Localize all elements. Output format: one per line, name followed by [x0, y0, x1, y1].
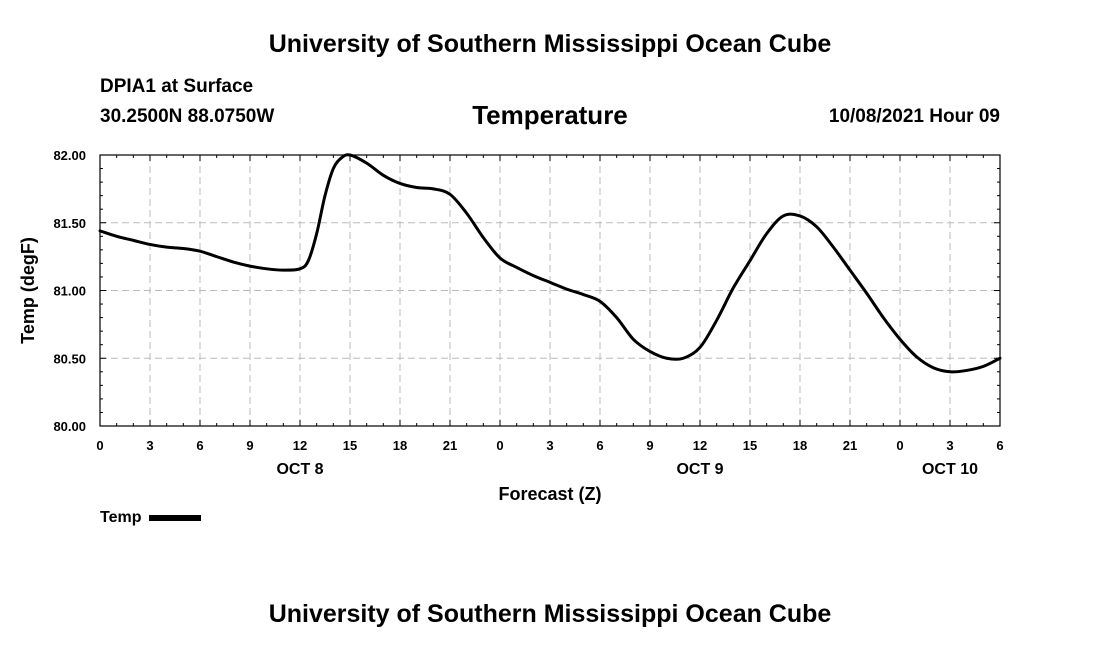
series-line-temp	[98, 153, 1002, 374]
site-title-bottom: University of Southern Mississippi Ocean…	[268, 600, 832, 628]
legend: Temp	[100, 509, 202, 527]
date-label-2: OCT 10	[922, 461, 978, 478]
temperature-chart: 0 3 6 9 12 15 18 21 0 3 6 9 12 15 18 21 0 3 6 80.00 80.50 81.…	[18, 148, 1004, 504]
x-tick-label-3: 9	[246, 438, 253, 453]
chart-title: Temperature	[472, 100, 628, 130]
y-axis-title: Temp (degF)	[18, 237, 38, 344]
x-tick-label-6: 18	[393, 438, 407, 453]
date-label-0: OCT 8	[276, 461, 323, 478]
x-tick-label-14: 18	[793, 438, 807, 453]
x-tick-label-16: 0	[896, 438, 903, 453]
coordinates-label: 30.2500N 88.0750W	[100, 106, 275, 127]
x-tick-label-18: 6	[996, 438, 1003, 453]
x-tick-label-5: 15	[343, 438, 357, 453]
plot-frame	[99, 154, 1001, 427]
x-tick-label-2: 6	[196, 438, 203, 453]
x-axis-title: Forecast (Z)	[498, 484, 601, 504]
y-tick-label-0: 80.00	[53, 419, 86, 434]
x-tick-label-4: 12	[293, 438, 307, 453]
x-tick-label-9: 3	[546, 438, 553, 453]
site-title-top: University of Southern Mississippi Ocean…	[268, 30, 832, 58]
x-tick-label-15: 21	[843, 438, 857, 453]
date-label-1: OCT 9	[676, 461, 723, 478]
forecast-date-label: 10/08/2021 Hour 09	[828, 106, 1000, 127]
x-tick-label-12: 12	[693, 438, 707, 453]
x-tick-label-8: 0	[496, 438, 503, 453]
x-tick-label-0: 0	[96, 438, 103, 453]
y-tick-label-2: 81.00	[53, 284, 86, 299]
y-tick-label-1: 80.50	[53, 351, 86, 366]
legend-label: Temp	[100, 509, 142, 526]
x-tick-label-10: 6	[596, 438, 603, 453]
x-tick-label-7: 21	[443, 438, 457, 453]
y-tick-label-4: 82.00	[53, 148, 86, 163]
x-tick-label-13: 15	[743, 438, 757, 453]
x-tick-label-1: 3	[146, 438, 153, 453]
station-label: DPIA1 at Surface	[100, 76, 254, 97]
legend-line-swatch	[149, 515, 202, 521]
x-tick-label-11: 9	[646, 438, 653, 453]
x-tick-label-17: 3	[946, 438, 953, 453]
y-tick-label-3: 81.50	[53, 216, 86, 231]
